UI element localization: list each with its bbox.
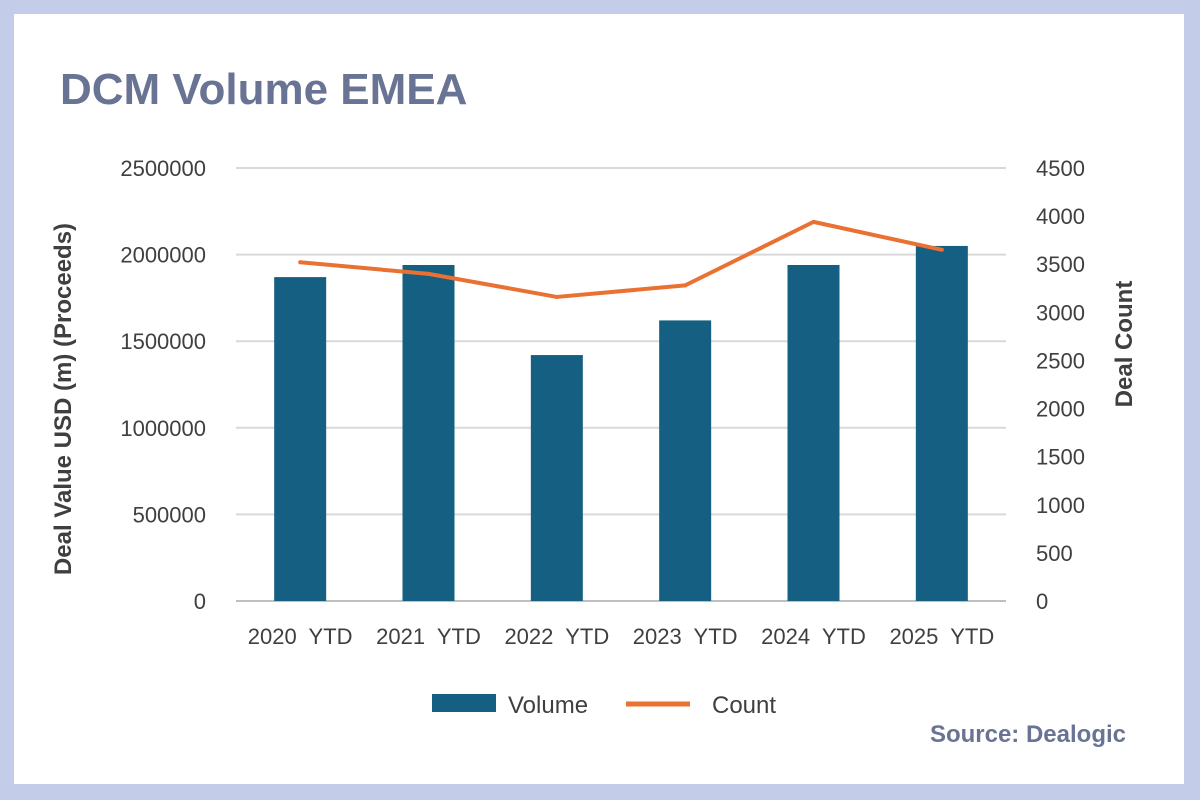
point-count [554, 294, 559, 299]
y-left-tick-label: 0 [194, 589, 206, 614]
x-tick-label: 2025 YTD [889, 624, 994, 649]
bar-volume [274, 277, 327, 601]
y-right-tick-label: 4500 [1036, 156, 1085, 181]
legend-count-label: Count [712, 692, 776, 719]
y-right-tick-label: 500 [1036, 541, 1073, 566]
y-left-tick-label: 1000000 [120, 416, 206, 441]
x-tick-label: 2023 YTD [633, 624, 738, 649]
chart-svg: DCM Volume EMEA 0 500000 1000000 1500000 200… [50, 65, 1138, 748]
y-left-tick-label: 2500000 [120, 156, 206, 181]
point-count [298, 260, 303, 265]
chart-card: DCM Volume EMEA 0 500000 1000000 1500000 200… [14, 14, 1184, 784]
y-left-tick-label: 1500000 [120, 329, 206, 354]
y-left-tick-label: 500000 [133, 502, 206, 527]
point-count [683, 283, 688, 288]
y-right-tick-label: 3000 [1036, 300, 1085, 325]
point-count [939, 247, 944, 252]
y-axis-right-label: Deal Count [1111, 281, 1138, 408]
bar-volume [659, 320, 712, 601]
x-tick-label: 2024 YTD [761, 624, 866, 649]
chart-title: DCM Volume EMEA [60, 65, 467, 114]
line-series-count [298, 219, 944, 299]
gridlines [236, 167, 1006, 602]
y-right-tick-label: 2000 [1036, 397, 1085, 422]
bar-volume [530, 355, 583, 601]
line-count [299, 219, 943, 299]
bar-volume [402, 264, 455, 601]
left-axis-ticks: 0 500000 1000000 1500000 2000000 2500000 [120, 156, 206, 614]
legend: Volume Count [432, 692, 776, 719]
y-right-tick-label: 3500 [1036, 252, 1085, 277]
legend-volume-swatch [432, 694, 496, 712]
bar-volume [787, 264, 840, 601]
x-tick-label: 2021 YTD [376, 624, 481, 649]
x-axis-ticks: 2020 YTD 2021 YTD 2022 YTD 2023 YTD 2024 YTD… [248, 624, 994, 649]
y-right-tick-label: 0 [1036, 589, 1048, 614]
x-tick-label: 2020 YTD [248, 624, 353, 649]
point-count [426, 271, 431, 276]
y-left-tick-label: 2000000 [120, 243, 206, 268]
right-axis-ticks: 0 500 1000 1500 2000 2500 3000 3500 4000 4500 [1036, 156, 1085, 614]
y-right-tick-label: 4000 [1036, 204, 1085, 229]
y-right-tick-label: 1000 [1036, 493, 1085, 518]
y-right-tick-label: 2500 [1036, 348, 1085, 373]
x-tick-label: 2022 YTD [504, 624, 609, 649]
point-count [811, 219, 816, 224]
legend-volume-label: Volume [508, 692, 588, 719]
bar-volume [915, 245, 968, 601]
y-right-tick-label: 1500 [1036, 445, 1085, 470]
bar-series-volume [274, 245, 968, 601]
y-axis-left-label: Deal Value USD (m) (Proceeds) [50, 223, 77, 575]
source-note: Source: Dealogic [930, 721, 1126, 748]
